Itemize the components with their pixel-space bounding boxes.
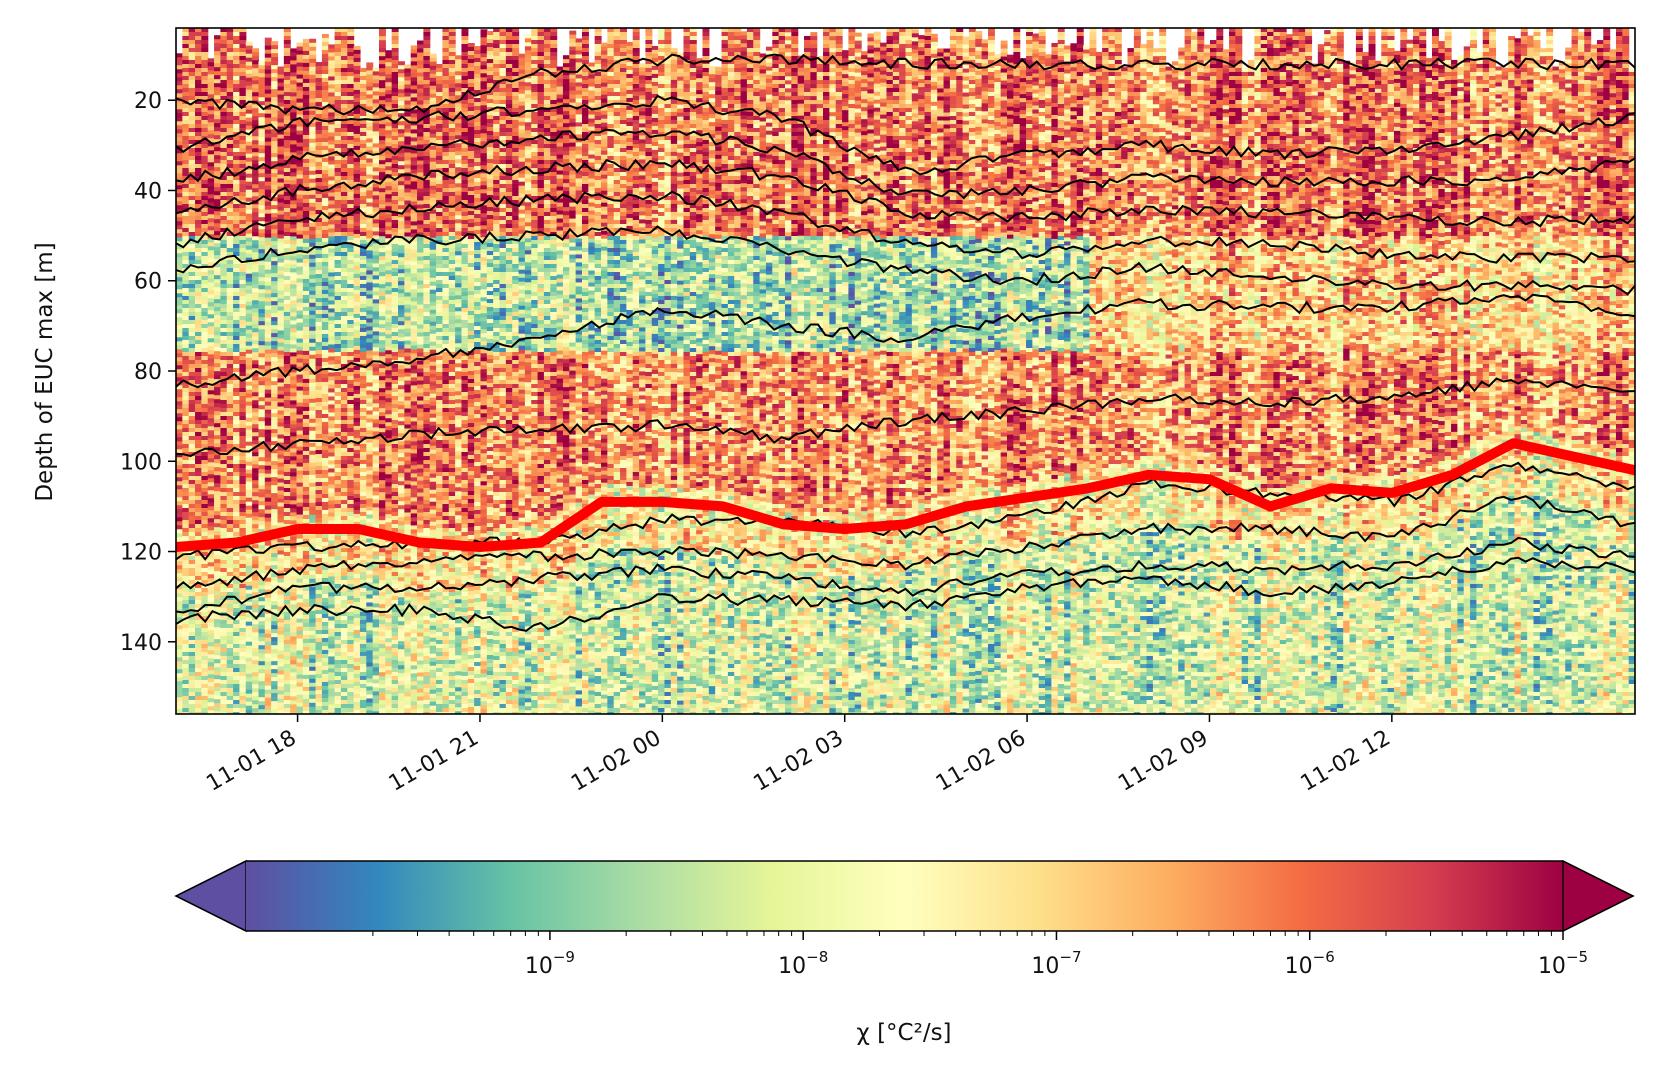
y-tick-label-20: 20 <box>134 89 162 114</box>
y-axis-label: Depth of EUC max [m] <box>32 242 58 501</box>
y-tick-label-140: 140 <box>120 631 162 656</box>
y-tick-label-80: 80 <box>134 360 162 385</box>
colorbar-tick-label-1: 10−8 <box>778 948 828 979</box>
x-tick-label-5: 11-02 09 <box>1114 726 1212 797</box>
x-tick-label-0: 11-01 18 <box>202 726 300 797</box>
x-tick-label-3: 11-02 03 <box>750 726 848 797</box>
colorbar: 10−9 10−8 10−7 10−6 10−5 <box>176 861 1633 979</box>
colorbar-label: χ [°C²/s] <box>856 1020 951 1046</box>
y-tick-label-120: 120 <box>120 541 162 566</box>
x-tick-label-4: 11-02 06 <box>932 726 1030 797</box>
colorbar-tick-label-2: 10−7 <box>1031 948 1081 979</box>
y-axis: 20 40 60 80 100 120 140 <box>120 89 176 656</box>
x-tick-label-6: 11-02 12 <box>1297 726 1395 797</box>
colorbar-tick-label-4: 10−5 <box>1538 948 1588 979</box>
x-axis: 11-01 18 11-01 21 11-02 00 11-02 03 11-02 06… <box>202 714 1394 797</box>
y-tick-label-100: 100 <box>120 450 162 475</box>
colorbar-tick-label-0: 10−9 <box>525 948 575 979</box>
heatmap-cells <box>176 28 1636 718</box>
colorbar-extend-low <box>176 861 246 931</box>
colorbar-gradient <box>246 861 1563 931</box>
y-tick-label-40: 40 <box>134 179 162 204</box>
y-tick-label-60: 60 <box>134 270 162 295</box>
colorbar-extend-high <box>1563 861 1633 931</box>
x-tick-label-2: 11-02 00 <box>567 726 665 797</box>
colorbar-ticks: 10−9 10−8 10−7 10−6 10−5 <box>373 931 1588 979</box>
colorbar-tick-label-3: 10−6 <box>1285 948 1335 979</box>
x-tick-label-1: 11-01 21 <box>385 726 483 797</box>
